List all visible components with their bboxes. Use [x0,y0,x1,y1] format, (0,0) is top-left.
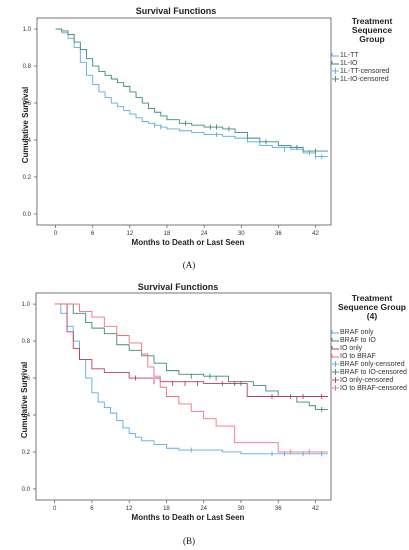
x-tick-label: 30 [238,506,245,512]
y-tick-label: 0.8 [23,64,32,70]
panel-a-x-axis-label: Months to Death or Last Seen [132,238,245,247]
x-tick-label: 42 [312,231,319,237]
legend-entry-label: 1L-TT [340,52,359,59]
legend-entry-label: 1L-IO [340,60,358,67]
panel-a-title: Survival Functions [136,6,217,16]
x-tick-label: 0 [54,231,58,237]
y-tick-label: 0.2 [23,175,32,181]
panel-b-x-ticks: 0 6 12 18 24 30 36 42 [53,500,319,512]
panel-a: Survival Functions 0.0 0.2 0.4 0.6 0.8 1.0 0 6… [21,6,392,270]
panel-a-y-axis-label: Cumulative Survival [21,87,30,163]
panel-a-survival-curves [55,28,328,160]
legend-line-swatch [331,330,339,334]
legend-entry-label: IO to BRAF [340,353,376,360]
survival-curve-1 [55,28,328,152]
y-tick-label: 0.6 [22,376,31,382]
x-tick-label: 36 [275,231,282,237]
panel-b-title: Survival Functions [138,282,219,292]
legend-entry-label: BRAF to IO-censored [340,369,407,376]
y-tick-label: 0.6 [23,101,32,107]
legend-title-line: Sequence Group [338,302,406,312]
y-tick-label: 0.8 [22,339,31,345]
panel-a-y-ticks: 0.0 0.2 0.4 0.6 0.8 1.0 [23,27,37,218]
x-tick-label: 6 [91,231,95,237]
legend-title-line: Group [359,34,385,44]
legend-entry-label: 1L-TT-censored [340,68,390,75]
survival-curve-0 [55,28,328,158]
panel-a-plot-frame [36,17,332,226]
y-tick-label: 0.0 [23,212,32,218]
survival-curve-0 [54,303,328,455]
legend-entry-label: BRAF only [340,329,374,336]
panel-b-survival-curves [54,303,328,457]
x-tick-label: 36 [275,506,282,512]
x-tick-label: 30 [238,231,245,237]
legend-line-swatch [331,346,339,350]
legend-entry-label: IO only [340,345,363,352]
legend-entry-label: BRAF only-censored [340,361,405,368]
panel-a-label: (A) [183,260,196,270]
panel-b: Survival Functions 0.0 0.2 0.4 0.6 0.8 1.0 0 6… [20,282,407,546]
legend-line-swatch [331,53,339,57]
panel-a-x-ticks: 0 6 12 18 24 30 36 42 [54,225,320,237]
legend-entry-label: BRAF to IO [340,337,376,344]
x-tick-label: 18 [163,506,170,512]
legend-title-line: Treatment [352,293,393,303]
y-tick-label: 1.0 [23,27,32,33]
x-tick-label: 6 [90,506,94,512]
legend-title-line: Treatment [352,16,393,26]
x-tick-label: 12 [126,231,133,237]
y-tick-label: 0.2 [22,450,31,456]
legend-line-swatch [331,354,339,358]
x-tick-label: 12 [126,506,133,512]
legend-title-line: Sequence [352,25,392,35]
panel-b-x-axis-label: Months to Death or Last Seen [132,513,245,522]
y-tick-label: 0.4 [22,413,31,419]
panel-b-label: (B) [183,536,195,546]
legend-line-swatch [331,338,339,342]
legend-title-line: (4) [367,311,378,321]
y-tick-label: 0.4 [23,138,32,144]
panel-b-y-axis-label: Cumulative Survival [20,362,29,438]
x-tick-label: 0 [53,506,57,512]
x-tick-label: 42 [312,506,319,512]
legend-entry-label: 1L-IO-censored [340,76,389,83]
x-tick-label: 24 [201,231,208,237]
x-tick-label: 18 [164,231,171,237]
y-tick-label: 0.0 [22,487,31,493]
legend-entry-label: IO to BRAF-censored [340,385,407,392]
x-tick-label: 24 [200,506,207,512]
y-tick-label: 1.0 [22,302,31,308]
legend-entry-label: IO only-censored [340,377,393,384]
legend-line-swatch [331,61,339,65]
survival-curve-3 [54,303,328,453]
panel-b-y-ticks: 0.0 0.2 0.4 0.6 0.8 1.0 [22,302,36,493]
